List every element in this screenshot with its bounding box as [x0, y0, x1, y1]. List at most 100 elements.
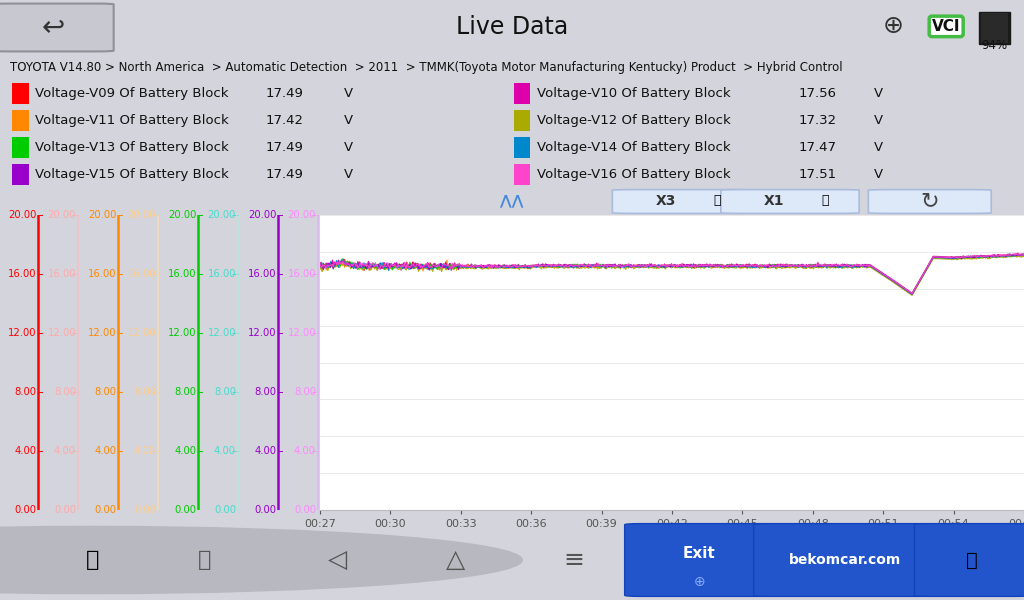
Text: V: V	[344, 114, 352, 127]
Text: 4.00: 4.00	[214, 446, 237, 456]
FancyBboxPatch shape	[612, 190, 751, 214]
Text: bekomcar.com: bekomcar.com	[788, 553, 901, 567]
Text: 16.00: 16.00	[88, 269, 117, 279]
Text: 16.00: 16.00	[168, 269, 197, 279]
Text: 8.00: 8.00	[14, 387, 37, 397]
Text: ↻: ↻	[921, 191, 939, 211]
Text: Voltage-V14 Of Battery Block: Voltage-V14 Of Battery Block	[537, 141, 730, 154]
FancyBboxPatch shape	[981, 13, 1008, 43]
Bar	[514, 83, 530, 104]
FancyBboxPatch shape	[979, 12, 1010, 44]
FancyBboxPatch shape	[721, 190, 859, 214]
Text: 20.00: 20.00	[88, 210, 117, 220]
Text: 🔎: 🔎	[713, 194, 721, 208]
Text: Voltage-V12 Of Battery Block: Voltage-V12 Of Battery Block	[537, 114, 730, 127]
Text: 4.00: 4.00	[255, 446, 276, 456]
Text: 0.00: 0.00	[14, 505, 37, 515]
Text: 8.00: 8.00	[54, 387, 76, 397]
Bar	[514, 164, 530, 185]
Text: 8.00: 8.00	[94, 387, 117, 397]
Text: V: V	[344, 168, 352, 181]
Text: ⋀⋀: ⋀⋀	[501, 193, 523, 207]
Text: X1: X1	[764, 194, 784, 208]
Text: 4.00: 4.00	[14, 446, 37, 456]
Text: 0.00: 0.00	[294, 505, 316, 515]
Text: 20.00: 20.00	[168, 210, 197, 220]
Text: 📷: 📷	[966, 551, 978, 569]
Text: 12.00: 12.00	[8, 328, 37, 338]
Text: Voltage-V16 Of Battery Block: Voltage-V16 Of Battery Block	[537, 168, 730, 181]
Text: 20.00: 20.00	[8, 210, 37, 220]
Text: Voltage-V13 Of Battery Block: Voltage-V13 Of Battery Block	[35, 141, 228, 154]
Bar	[12, 137, 29, 158]
FancyBboxPatch shape	[754, 524, 936, 596]
Text: 17.49: 17.49	[266, 168, 303, 181]
Text: 12.00: 12.00	[248, 328, 276, 338]
Text: 20.00: 20.00	[288, 210, 316, 220]
Text: V: V	[344, 141, 352, 154]
Text: 16.00: 16.00	[208, 269, 237, 279]
Text: ◁: ◁	[329, 548, 347, 572]
Text: 16.00: 16.00	[288, 269, 316, 279]
Text: 17.56: 17.56	[798, 87, 837, 100]
Text: 8.00: 8.00	[134, 387, 156, 397]
Text: 20.00: 20.00	[48, 210, 76, 220]
Text: VCI: VCI	[932, 19, 961, 34]
Text: 12.00: 12.00	[168, 328, 197, 338]
Text: V: V	[874, 168, 883, 181]
Text: 17.49: 17.49	[266, 141, 303, 154]
Text: 16.00: 16.00	[47, 269, 76, 279]
Text: ⊕: ⊕	[883, 14, 903, 38]
Text: 0.00: 0.00	[255, 505, 276, 515]
Text: V: V	[874, 87, 883, 100]
Text: 12.00: 12.00	[128, 328, 156, 338]
Circle shape	[0, 526, 522, 593]
Text: 0.00: 0.00	[134, 505, 156, 515]
Text: 17.49: 17.49	[266, 87, 303, 100]
Text: V: V	[874, 141, 883, 154]
Text: V: V	[874, 114, 883, 127]
Text: 12.00: 12.00	[208, 328, 237, 338]
Text: 🖼: 🖼	[85, 550, 99, 570]
Text: 4.00: 4.00	[94, 446, 117, 456]
FancyBboxPatch shape	[868, 190, 991, 214]
Text: 0.00: 0.00	[175, 505, 197, 515]
Bar	[12, 110, 29, 131]
Text: 20.00: 20.00	[128, 210, 156, 220]
Text: 20.00: 20.00	[248, 210, 276, 220]
Text: 17.42: 17.42	[265, 114, 304, 127]
Text: 17.47: 17.47	[798, 141, 837, 154]
Text: 4.00: 4.00	[294, 446, 316, 456]
Text: Live Data: Live Data	[456, 16, 568, 40]
Text: ⊕: ⊕	[693, 575, 706, 589]
Text: ↩: ↩	[42, 13, 65, 41]
Text: V: V	[344, 87, 352, 100]
Text: 4.00: 4.00	[134, 446, 156, 456]
Text: ≡: ≡	[563, 548, 584, 572]
Text: 16.00: 16.00	[248, 269, 276, 279]
Text: 8.00: 8.00	[294, 387, 316, 397]
Text: 🔈: 🔈	[198, 550, 212, 570]
Text: 17.51: 17.51	[798, 168, 837, 181]
Text: 12.00: 12.00	[47, 328, 76, 338]
Text: 4.00: 4.00	[54, 446, 76, 456]
Text: 0.00: 0.00	[94, 505, 117, 515]
Text: 8.00: 8.00	[255, 387, 276, 397]
Text: 8.00: 8.00	[214, 387, 237, 397]
Text: 0.00: 0.00	[54, 505, 76, 515]
Text: TOYOTA V14.80 > North America  > Automatic Detection  > 2011  > TMMK(Toyota Moto: TOYOTA V14.80 > North America > Automati…	[10, 61, 843, 74]
Text: Voltage-V09 Of Battery Block: Voltage-V09 Of Battery Block	[35, 87, 228, 100]
FancyBboxPatch shape	[625, 524, 775, 596]
Bar	[12, 83, 29, 104]
Bar	[514, 110, 530, 131]
Text: X3: X3	[655, 194, 676, 208]
Text: △: △	[446, 548, 465, 572]
Bar	[514, 137, 530, 158]
Text: Exit: Exit	[683, 546, 716, 561]
Text: 8.00: 8.00	[175, 387, 197, 397]
FancyBboxPatch shape	[914, 524, 1024, 596]
Text: Voltage-V11 Of Battery Block: Voltage-V11 Of Battery Block	[35, 114, 228, 127]
Text: 🔎: 🔎	[821, 194, 829, 208]
Text: 0.00: 0.00	[214, 505, 237, 515]
Text: 16.00: 16.00	[128, 269, 156, 279]
